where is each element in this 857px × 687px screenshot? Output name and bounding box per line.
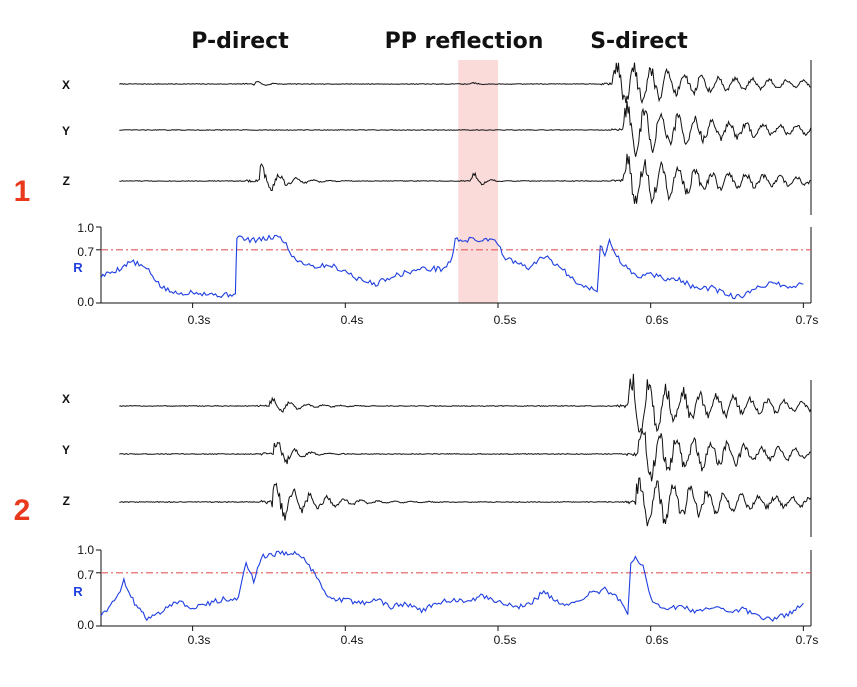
component-label: X: [62, 78, 70, 92]
y-tick-label: 0.7: [77, 568, 94, 582]
x-tick-label: 0.3s: [188, 313, 211, 327]
header-pp-reflection: PP reflection: [385, 29, 544, 54]
component-label: X: [62, 392, 70, 406]
waveform-x-trace: [119, 373, 812, 433]
header-s-direct: S-direct: [590, 29, 688, 54]
y-tick-label: 1.0: [77, 221, 94, 235]
waveform-y-trace: [119, 100, 812, 157]
x-tick-label: 0.6s: [646, 633, 669, 647]
y-tick-label: 0.0: [77, 618, 94, 632]
panel-number: 2: [14, 494, 31, 527]
waveform-x-trace: [119, 62, 811, 105]
x-tick-label: 0.4s: [341, 313, 364, 327]
r-series-line: [100, 550, 804, 622]
x-tick-label: 0.4s: [341, 633, 364, 647]
r-plot: 1.0 0.7 0.0 R 0.3s 0.4s 0.5s 0.6s 0.7s: [73, 221, 818, 327]
y-axis-label: R: [73, 584, 83, 599]
waveform-z-trace: [119, 153, 811, 205]
r-plot: 1.0 0.7 0.0 R 0.3s 0.4s 0.5s 0.6s 0.7s: [73, 543, 818, 647]
panel-2: 2 X Y Z 1.0 0.7 0.0 R 0.3s 0.4s 0.5s 0.6…: [14, 373, 818, 647]
x-tick-label: 0.5s: [494, 633, 517, 647]
panel-1: 1 X Y Z 1.0 0.7 0.0 R 0.3s 0.4s 0.5s 0.6…: [14, 60, 818, 327]
waveform-y-trace: [119, 429, 811, 482]
x-tick-label: 0.5s: [494, 313, 517, 327]
y-tick-label: 1.0: [77, 543, 94, 557]
waveform-traces: [119, 373, 812, 537]
y-axis-label: R: [73, 260, 83, 275]
component-label: Y: [62, 443, 70, 457]
header-p-direct: P-direct: [191, 29, 289, 54]
x-tick-label: 0.7s: [796, 633, 819, 647]
x-tick-label: 0.7s: [796, 313, 819, 327]
component-label: Y: [62, 124, 70, 138]
x-tick-label: 0.6s: [646, 313, 669, 327]
y-tick-label: 0.7: [77, 245, 94, 259]
component-label: Z: [63, 174, 70, 188]
component-label: Z: [63, 494, 70, 508]
y-tick-label: 0.0: [77, 295, 94, 309]
x-tick-label: 0.3s: [188, 633, 211, 647]
r-series-line: [100, 234, 804, 300]
panel-number: 1: [14, 175, 31, 208]
waveform-z-trace: [119, 477, 812, 527]
waveform-traces: [119, 60, 812, 215]
